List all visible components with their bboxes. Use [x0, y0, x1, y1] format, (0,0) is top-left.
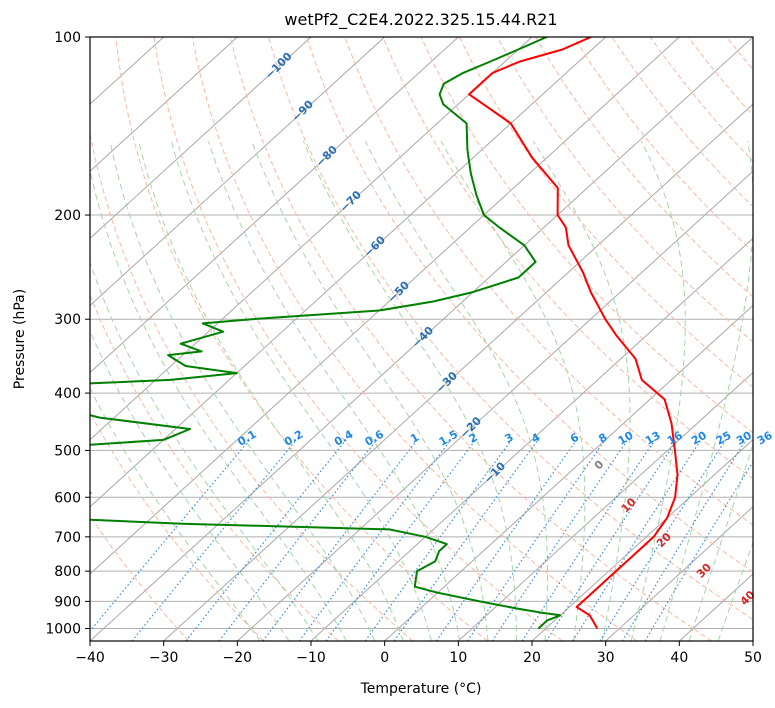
- dry-adiabat: [115, 37, 488, 641]
- x-tick-label: 40: [670, 650, 688, 666]
- isotherm-line: [90, 37, 238, 172]
- isotherm-line: [384, 304, 753, 641]
- dry-adiabat: [90, 131, 414, 641]
- dry-adiabat: [153, 37, 563, 641]
- isotherm-line: [531, 438, 753, 641]
- dry-adiabat: [268, 37, 753, 621]
- x-tick-label: −40: [75, 650, 105, 666]
- mixing-ratio-lines: [90, 439, 753, 641]
- mixing-ratio-line: [466, 439, 606, 641]
- y-tick-label: 700: [54, 530, 81, 546]
- x-tick-label: −20: [223, 650, 253, 666]
- isotherm-line: [90, 37, 459, 374]
- dry-adiabat: [496, 37, 753, 343]
- mixing-ratio-line: [364, 439, 512, 641]
- moist-adiabat: [688, 443, 753, 641]
- mixing-ratio-line: [545, 439, 678, 641]
- x-axis: −40 −30 −20 −10 0 10 20 30 40 50: [75, 641, 762, 666]
- dry-adiabat: [420, 37, 753, 434]
- isotherm-line: [90, 37, 386, 307]
- isotherm-line: [90, 37, 680, 575]
- plot-area: [90, 37, 753, 641]
- isotherm-line: [457, 371, 753, 641]
- isotherm-line: [90, 37, 607, 508]
- x-tick-label: −30: [149, 650, 179, 666]
- moist-adiabat: [90, 168, 347, 641]
- moist-adiabat: [533, 140, 631, 641]
- moist-adiabat: [630, 140, 686, 641]
- y-tick-label: 100: [54, 30, 81, 46]
- y-tick-label: 400: [54, 386, 81, 402]
- x-tick-label: 0: [380, 650, 389, 666]
- isotherm-line: [605, 506, 753, 641]
- x-tick-label: 10: [449, 650, 467, 666]
- temperature-profile-line: [468, 37, 679, 629]
- moist-adiabat: [659, 141, 753, 641]
- dry-adiabat: [90, 411, 264, 641]
- moist-adiabat: [717, 541, 753, 641]
- mixing-ratio-line: [325, 439, 476, 641]
- dry-adiabat: [344, 37, 753, 526]
- moist-adiabat: [90, 260, 319, 641]
- x-tick-label: 30: [597, 650, 615, 666]
- x-tick-label: 20: [523, 650, 541, 666]
- mixing-ratio-line: [621, 439, 747, 641]
- y-axis-title: Pressure (hPa): [12, 289, 28, 389]
- y-tick-label: 900: [54, 594, 81, 610]
- y-axis: 100 200 300 400 500 600 700 800 900 1000: [45, 30, 90, 637]
- isotherm-line: [90, 37, 753, 641]
- y-tick-label: 600: [54, 490, 81, 506]
- x-tick-label: −10: [296, 650, 326, 666]
- moist-adiabat: [364, 140, 548, 641]
- x-axis-title: Temperature (°C): [360, 681, 482, 697]
- y-tick-label: 1000: [45, 621, 81, 637]
- isotherm-line: [90, 37, 312, 240]
- isotherm-line: [163, 103, 753, 641]
- mixing-ratio-line: [298, 439, 452, 641]
- y-tick-label: 300: [54, 312, 81, 328]
- moist-adiabat: [138, 141, 404, 641]
- x-tick-label: 50: [744, 650, 762, 666]
- mixing-ratio-line: [521, 439, 656, 641]
- mixing-ratio-line: [131, 439, 297, 641]
- moist-adiabat: [440, 140, 586, 641]
- mixing-ratio-line: [644, 460, 753, 641]
- mixing-ratio-line: [218, 439, 378, 641]
- isotherm-line: [236, 170, 753, 641]
- mixing-ratio-line: [435, 439, 578, 641]
- moist-adiabat: [302, 141, 517, 641]
- y-tick-label: 800: [54, 564, 81, 580]
- mixing-ratio-line: [572, 439, 702, 641]
- dewpoint-profile-line: [90, 37, 562, 630]
- dry-adiabat: [306, 37, 753, 573]
- chart-title: wetPf2_C2E4.2022.325.15.44.R21: [284, 10, 557, 30]
- mixing-ratio-line: [491, 439, 629, 641]
- dry-adiabat: [229, 37, 712, 641]
- profile-lines: [90, 37, 679, 630]
- y-tick-label: 500: [54, 443, 81, 459]
- dry-adiabat: [535, 37, 753, 298]
- mixing-ratio-line: [599, 439, 727, 641]
- plot-frame: [89, 36, 754, 642]
- moist-adiabat: [208, 141, 461, 641]
- y-tick-label: 200: [54, 208, 81, 224]
- mixing-ratio-line: [90, 439, 251, 632]
